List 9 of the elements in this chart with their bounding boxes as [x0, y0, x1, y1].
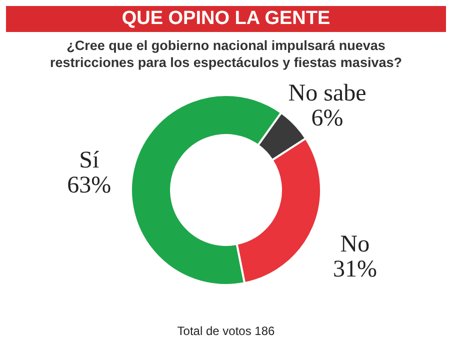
data-label: 31% — [332, 256, 377, 282]
slice-label: No — [340, 231, 370, 258]
text: Total de votos 186 — [176, 324, 276, 338]
data-label: 63% — [67, 172, 112, 198]
data-label: 6% — [311, 105, 344, 132]
chart-title: QUE OPINO LA GENTE — [6, 6, 446, 32]
chart-subtitle: ¿Cree que el gobierno nacional impulsará nuevas restricciones para los espectáculos y fiestas masivas? — [49, 38, 403, 72]
slice-label: Sí — [79, 147, 100, 174]
slice-label: No sabe — [288, 80, 366, 106]
